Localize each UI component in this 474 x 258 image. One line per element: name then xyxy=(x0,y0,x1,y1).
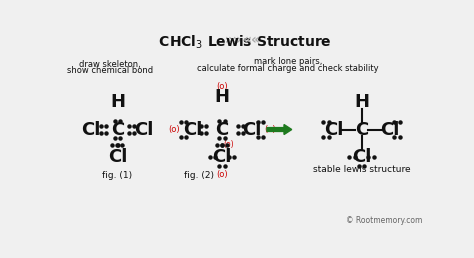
Text: C: C xyxy=(111,120,124,139)
Text: Cl: Cl xyxy=(108,148,127,166)
Text: H: H xyxy=(215,88,229,106)
Text: Cl: Cl xyxy=(242,120,261,139)
Text: stable lewis structure: stable lewis structure xyxy=(313,165,410,174)
Text: Cl: Cl xyxy=(82,120,100,139)
Text: (o): (o) xyxy=(216,82,228,91)
Text: fig. (1): fig. (1) xyxy=(102,171,132,180)
Text: »»: »» xyxy=(225,33,243,47)
Text: (o): (o) xyxy=(224,140,234,149)
Text: © Rootmemory.com: © Rootmemory.com xyxy=(346,216,422,225)
Text: C: C xyxy=(215,120,228,139)
Text: Cl: Cl xyxy=(134,120,154,139)
Text: draw skeleton,: draw skeleton, xyxy=(79,60,140,69)
FancyArrow shape xyxy=(267,125,292,134)
Text: (o): (o) xyxy=(168,125,180,134)
Text: ««: «« xyxy=(243,33,261,47)
Text: (o): (o) xyxy=(216,171,228,180)
Text: show chemical bond: show chemical bond xyxy=(66,66,153,75)
Text: Cl: Cl xyxy=(380,120,399,139)
Text: (o): (o) xyxy=(264,125,276,134)
Text: Cl: Cl xyxy=(212,148,232,166)
Text: H: H xyxy=(110,93,125,111)
Text: Cl: Cl xyxy=(183,120,202,139)
Text: Cl: Cl xyxy=(352,148,371,166)
Text: Cl: Cl xyxy=(324,120,343,139)
Text: C: C xyxy=(355,120,368,139)
Text: calculate formal charge and check stability: calculate formal charge and check stabil… xyxy=(197,64,379,73)
Text: mark lone pairs,: mark lone pairs, xyxy=(254,57,322,66)
Text: fig. (2): fig. (2) xyxy=(184,171,214,180)
Text: H: H xyxy=(354,93,369,111)
Text: CHCl$_3$ Lewis Structure: CHCl$_3$ Lewis Structure xyxy=(154,33,332,51)
